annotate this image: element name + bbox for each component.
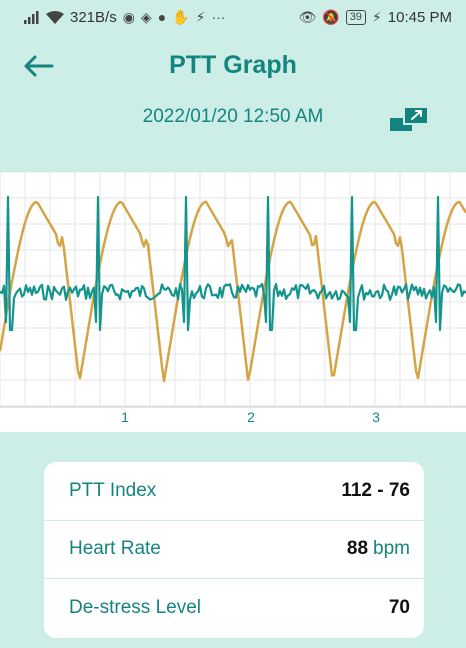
x-tick-label: 2 [247, 409, 255, 425]
record-date: 2022/01/20 12:50 AM [142, 106, 324, 127]
hand-icon: ✋ [172, 9, 190, 25]
metric-row-ptt-index: PTT Index 112 - 76 [44, 462, 424, 521]
metric-value: 112 - 76 [341, 479, 410, 501]
bolt-icon: ⚡ [195, 9, 206, 25]
back-button[interactable] [18, 48, 58, 84]
wifi-icon [46, 10, 64, 24]
metric-value: 88 [346, 538, 369, 560]
more-icon: ··· [211, 9, 226, 25]
clock: 10:45 PM [387, 8, 452, 26]
status-left: 321B/s ◉ ◈ ● ✋ ⚡ ··· [24, 9, 225, 26]
metric-row-heart-rate: Heart Rate 88 bpm [44, 521, 424, 580]
metric-row-destress-level: De-stress Level 70 [44, 579, 424, 638]
x-tick-label: 1 [121, 409, 129, 425]
battery-icon: 39 [345, 9, 366, 25]
graph-canvas: 1 2 3 [0, 171, 466, 425]
network-speed: 321B/s [70, 8, 117, 26]
arrow-left-icon [24, 55, 54, 77]
metric-label: Heart Rate [69, 538, 161, 560]
metric-label: PTT Index [69, 479, 157, 501]
app-bar: PTT Graph [0, 38, 466, 94]
eye-icon: 👁 [298, 9, 317, 25]
metric-label: De-stress Level [69, 597, 201, 619]
graph-grid [0, 171, 466, 407]
ptt-graph: 1 2 3 [0, 171, 466, 432]
messenger-icon: ● [157, 9, 167, 25]
ppg-waveform [0, 200, 466, 383]
ecg-waveform [0, 195, 466, 332]
charging-icon: ⚡ [371, 9, 382, 25]
status-right: 👁 🔕 39 ⚡ 10:45 PM [298, 9, 452, 26]
x-tick-label: 3 [372, 409, 380, 425]
page-title: PTT Graph [169, 51, 297, 79]
game-icon: ◈ [140, 9, 152, 25]
metric-value: 70 [388, 597, 410, 619]
expand-icon [390, 106, 429, 131]
signal-icon [24, 10, 39, 24]
metrics-card: PTT Index 112 - 76 Heart Rate 88 bpm De-s… [44, 462, 424, 638]
mute-icon: 🔕 [322, 9, 340, 25]
app-icon: ◉ [122, 9, 135, 25]
expand-button[interactable] [388, 104, 432, 134]
metric-unit: bpm [373, 538, 410, 560]
date-row: 2022/01/20 12:50 AM [0, 104, 466, 134]
status-bar: 321B/s ◉ ◈ ● ✋ ⚡ ··· 👁 🔕 39 ⚡ 10:45 PM [0, 0, 466, 34]
